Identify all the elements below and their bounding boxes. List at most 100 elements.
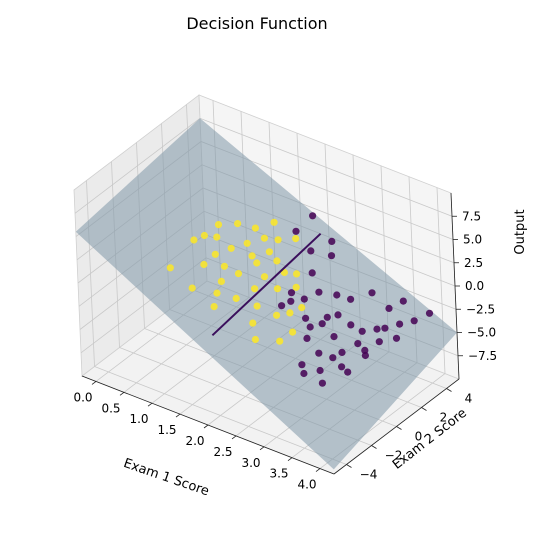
scatter-point xyxy=(309,212,317,220)
scatter-point xyxy=(273,257,281,265)
scatter-point xyxy=(217,277,225,285)
decision-surface xyxy=(75,118,458,470)
scatter-point xyxy=(286,309,294,317)
scatter-point xyxy=(188,284,196,292)
x-tick xyxy=(259,446,265,451)
scatter-point xyxy=(253,259,261,267)
scatter-point xyxy=(308,269,316,277)
scatter-point xyxy=(381,324,389,332)
y-tick xyxy=(346,464,352,468)
scatter-point xyxy=(410,317,418,325)
scatter-point xyxy=(323,313,331,321)
x-tick xyxy=(91,381,97,385)
y-tick-label: −4 xyxy=(360,468,378,482)
z-tick-label: 7.5 xyxy=(462,209,481,223)
scatter-point xyxy=(425,309,434,317)
z-axis-label: Output xyxy=(513,209,528,254)
scatter-point xyxy=(265,248,273,256)
scatter-point xyxy=(234,220,242,228)
x-tick xyxy=(119,392,125,396)
scatter-point xyxy=(276,337,284,345)
x-tick-label: 4.0 xyxy=(297,478,316,492)
y-tick xyxy=(446,388,452,392)
scatter-point xyxy=(306,323,314,331)
scatter-point xyxy=(270,218,278,226)
y-tick xyxy=(371,445,377,449)
z-tick-label: 0.0 xyxy=(465,279,484,293)
scatter-point xyxy=(213,289,221,297)
x-tick-label: 1.0 xyxy=(129,412,148,426)
scatter-point xyxy=(211,250,219,258)
scatter-point xyxy=(274,236,282,244)
x-tick-label: 3.5 xyxy=(269,467,288,481)
x-tick-label: 0.5 xyxy=(101,401,120,415)
scatter-point xyxy=(248,252,256,260)
scatter-point xyxy=(243,239,251,247)
y-tick-label: 0 xyxy=(415,430,423,444)
scatter-point xyxy=(396,320,404,328)
scatter-point xyxy=(232,294,240,302)
scatter-point xyxy=(344,368,352,376)
scatter-point xyxy=(287,297,295,305)
x-tick xyxy=(315,468,321,472)
scatter-point xyxy=(166,264,174,272)
scatter-point xyxy=(399,297,407,305)
scatter-point xyxy=(278,302,286,310)
scatter-point xyxy=(354,340,362,348)
scatter-point xyxy=(373,325,381,333)
scatter-point xyxy=(251,335,259,344)
scatter-point xyxy=(292,283,300,291)
y-tick xyxy=(421,407,427,411)
scatter-point xyxy=(220,262,228,270)
scatter-point xyxy=(316,366,324,375)
z-tick-label: −5.0 xyxy=(467,326,496,340)
scatter-points-layer xyxy=(166,212,434,387)
x-tick xyxy=(147,402,153,407)
x-tick xyxy=(231,435,237,440)
scatter-point xyxy=(358,327,366,335)
scatter-point xyxy=(338,363,346,371)
scatter-point xyxy=(307,247,315,255)
decision-boundary-line xyxy=(211,232,322,337)
scatter-point xyxy=(334,311,342,319)
x-axis-label: Exam 1 Score xyxy=(121,456,210,499)
scatter-point xyxy=(200,231,208,240)
scatter-point xyxy=(298,361,306,369)
scatter-point xyxy=(273,285,282,293)
scatter-point xyxy=(190,236,198,244)
scatter-point xyxy=(253,302,261,310)
scatter-point xyxy=(315,288,323,296)
tick-labels: 0.0 0.5 1.0 1.5 2.0 2.5 3.0 3.5 4.0 −4 −2 0 2 4 −7.5 −5… xyxy=(73,209,497,491)
scatter-point xyxy=(375,338,383,346)
scatter-point xyxy=(251,285,259,293)
scatter-point xyxy=(392,334,401,342)
scatter-point xyxy=(328,237,336,245)
x-tick-label: 0.0 xyxy=(73,390,92,404)
scatter-point xyxy=(298,304,306,312)
scatter-point xyxy=(289,328,297,336)
scatter-point xyxy=(329,354,337,362)
scatter-point xyxy=(347,295,355,303)
scatter-point xyxy=(318,320,326,328)
scatter-point xyxy=(330,333,338,341)
scatter-point xyxy=(302,314,310,322)
tick-marks xyxy=(91,215,463,472)
x-tick xyxy=(287,457,293,461)
x-tick xyxy=(203,424,209,429)
scatter-point xyxy=(249,319,257,327)
z-tick-label: −2.5 xyxy=(466,302,495,316)
scatter-point xyxy=(260,273,269,281)
scatter-point xyxy=(273,311,281,319)
scatter-point xyxy=(227,244,235,252)
y-tick-label: 4 xyxy=(465,392,473,406)
scatter-point xyxy=(287,289,296,297)
scatter-point xyxy=(292,235,300,243)
scatter-point xyxy=(318,379,326,387)
scatter-point xyxy=(292,227,300,235)
z-tick-label: 5.0 xyxy=(463,233,482,247)
x-tick-label: 1.5 xyxy=(157,423,176,437)
scatter-point xyxy=(303,334,311,342)
scatter-point xyxy=(214,221,223,229)
